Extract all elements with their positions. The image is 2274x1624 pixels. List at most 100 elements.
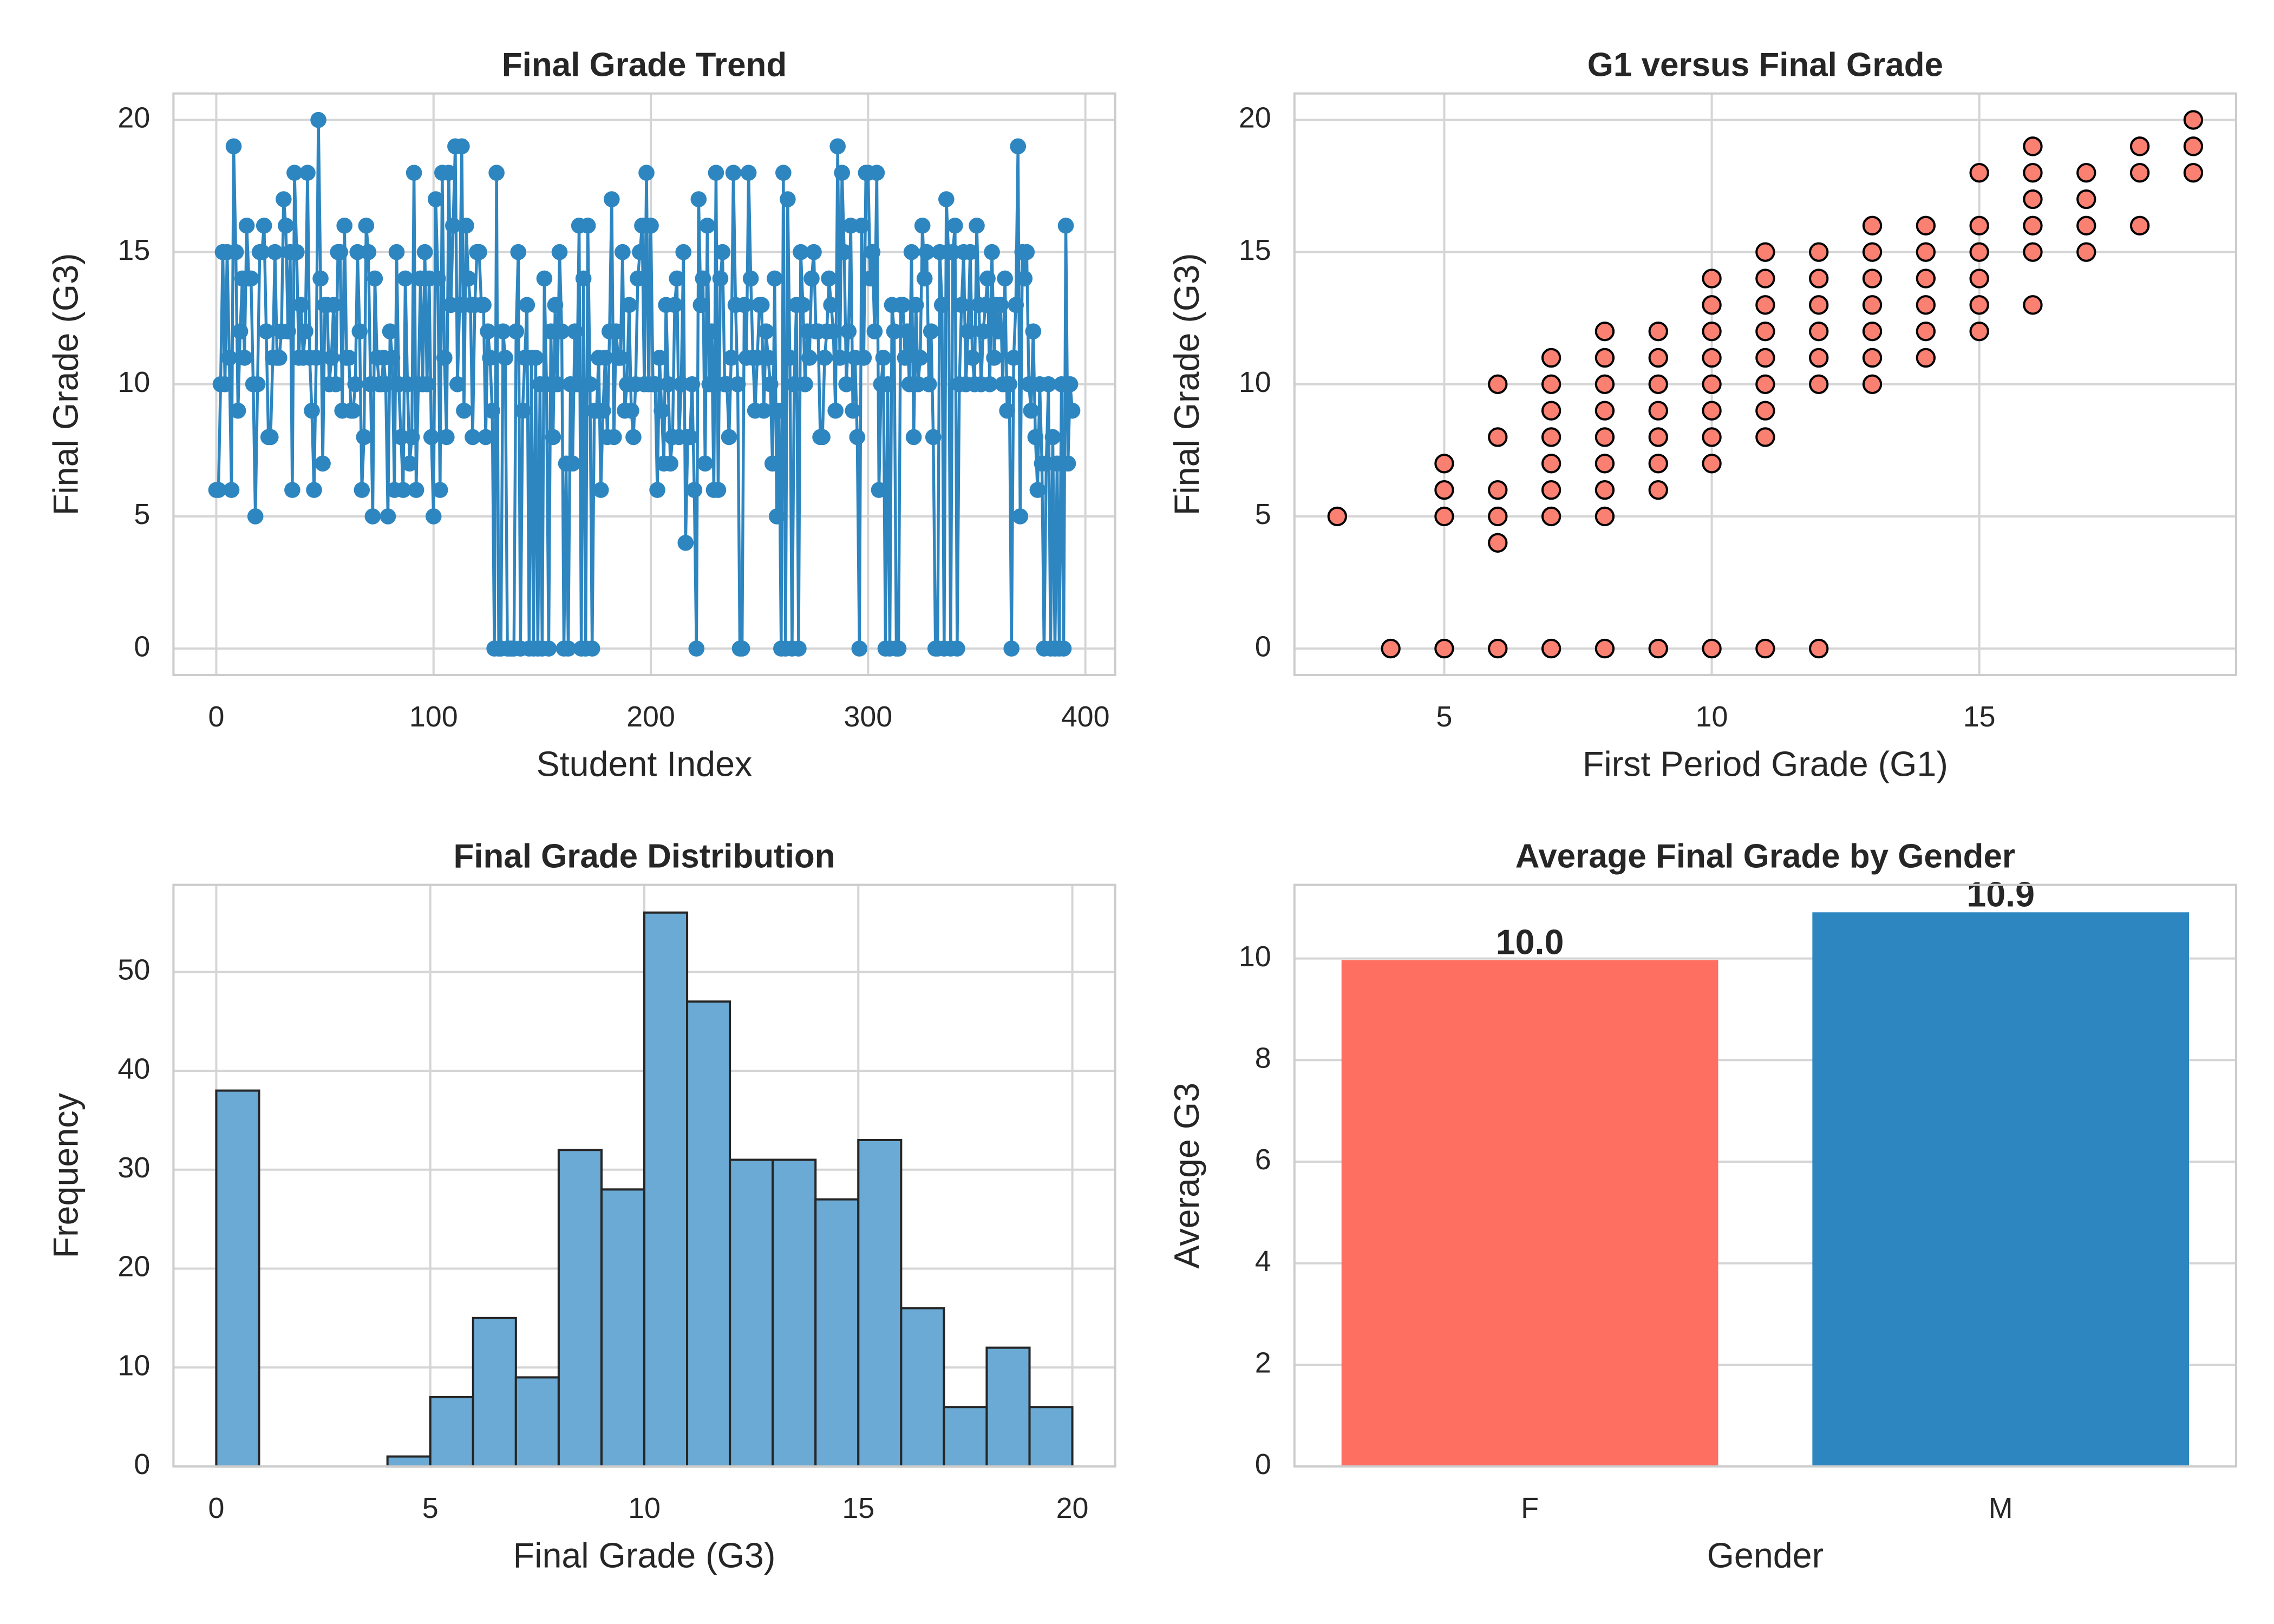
marker (1001, 376, 1017, 392)
marker (262, 429, 279, 446)
marker (429, 270, 446, 287)
marker (853, 218, 870, 234)
point (1595, 506, 1615, 527)
marker (871, 482, 887, 498)
x-tick-label: 0 (208, 1492, 224, 1524)
point (1969, 269, 1989, 289)
x-tick-label: 15 (842, 1492, 874, 1524)
point (1755, 401, 1775, 421)
point (2076, 189, 2096, 209)
point (2183, 163, 2204, 183)
marker (793, 244, 809, 260)
marker (697, 455, 714, 472)
marker (594, 402, 611, 419)
marker (688, 640, 705, 657)
marker (478, 429, 494, 446)
point (1488, 480, 1508, 500)
marker (962, 244, 978, 260)
marker (814, 429, 831, 446)
point (1541, 506, 1561, 527)
marker (482, 350, 498, 366)
point (2023, 136, 2043, 156)
marker (221, 350, 238, 366)
marker (436, 350, 453, 366)
point (1702, 269, 1722, 289)
point (1809, 374, 1829, 394)
point (1809, 321, 1829, 342)
point (1702, 374, 1722, 394)
marker (782, 350, 798, 366)
marker (297, 323, 313, 339)
marker (836, 244, 853, 260)
axes-frame (172, 92, 1116, 676)
marker (1016, 270, 1033, 287)
marker (568, 376, 585, 392)
marker (497, 350, 513, 366)
marker (1044, 429, 1061, 446)
point (1702, 348, 1722, 368)
marker (1012, 508, 1029, 525)
marker (829, 138, 846, 155)
point (1595, 374, 1615, 394)
marker (328, 376, 344, 392)
marker (253, 244, 270, 260)
marker (684, 376, 701, 392)
marker (551, 244, 568, 260)
marker (625, 429, 642, 446)
marker (388, 244, 405, 260)
point (1648, 427, 1668, 447)
point (1541, 374, 1561, 394)
point (1755, 427, 1775, 447)
marker (597, 350, 613, 366)
marker (845, 402, 861, 419)
marker (897, 350, 913, 366)
point (1488, 638, 1508, 659)
marker (382, 323, 398, 339)
y-axis-label: Final Grade (G3) (47, 253, 86, 515)
y-tick-label: 5 (134, 498, 150, 531)
marker (1060, 455, 1076, 472)
marker (549, 376, 566, 392)
marker (686, 482, 703, 498)
marker (755, 402, 772, 419)
marker (247, 508, 264, 525)
marker (232, 323, 249, 339)
marker (649, 482, 665, 498)
histogram-bar (215, 1089, 260, 1468)
point (1595, 454, 1615, 474)
point (1755, 242, 1775, 262)
marker (315, 455, 331, 472)
y-tick-label: 15 (1239, 234, 1271, 266)
marker (925, 429, 942, 446)
point (1434, 454, 1454, 474)
marker (660, 376, 676, 392)
marker (992, 297, 1009, 313)
y-tick-label: 40 (117, 1052, 150, 1085)
marker (638, 165, 655, 181)
marker (445, 218, 461, 234)
histogram-bar (429, 1396, 474, 1468)
point (1488, 427, 1508, 447)
y-tick-label: 10 (117, 366, 150, 398)
marker (423, 429, 440, 446)
y-tick-label: 0 (134, 1448, 150, 1481)
y-axis-label: Frequency (47, 1092, 86, 1258)
point (1755, 295, 1775, 315)
marker (630, 270, 646, 287)
marker (840, 323, 857, 339)
marker (488, 165, 505, 181)
marker (1057, 218, 1074, 234)
point (1434, 638, 1454, 659)
marker (336, 218, 353, 234)
marker (647, 376, 663, 392)
point (1916, 321, 1936, 342)
marker (304, 402, 320, 419)
point (1702, 427, 1722, 447)
marker (341, 350, 357, 366)
marker (258, 323, 275, 339)
marker (545, 429, 561, 446)
marker (223, 482, 240, 498)
marker (401, 455, 418, 472)
point (1595, 348, 1615, 368)
